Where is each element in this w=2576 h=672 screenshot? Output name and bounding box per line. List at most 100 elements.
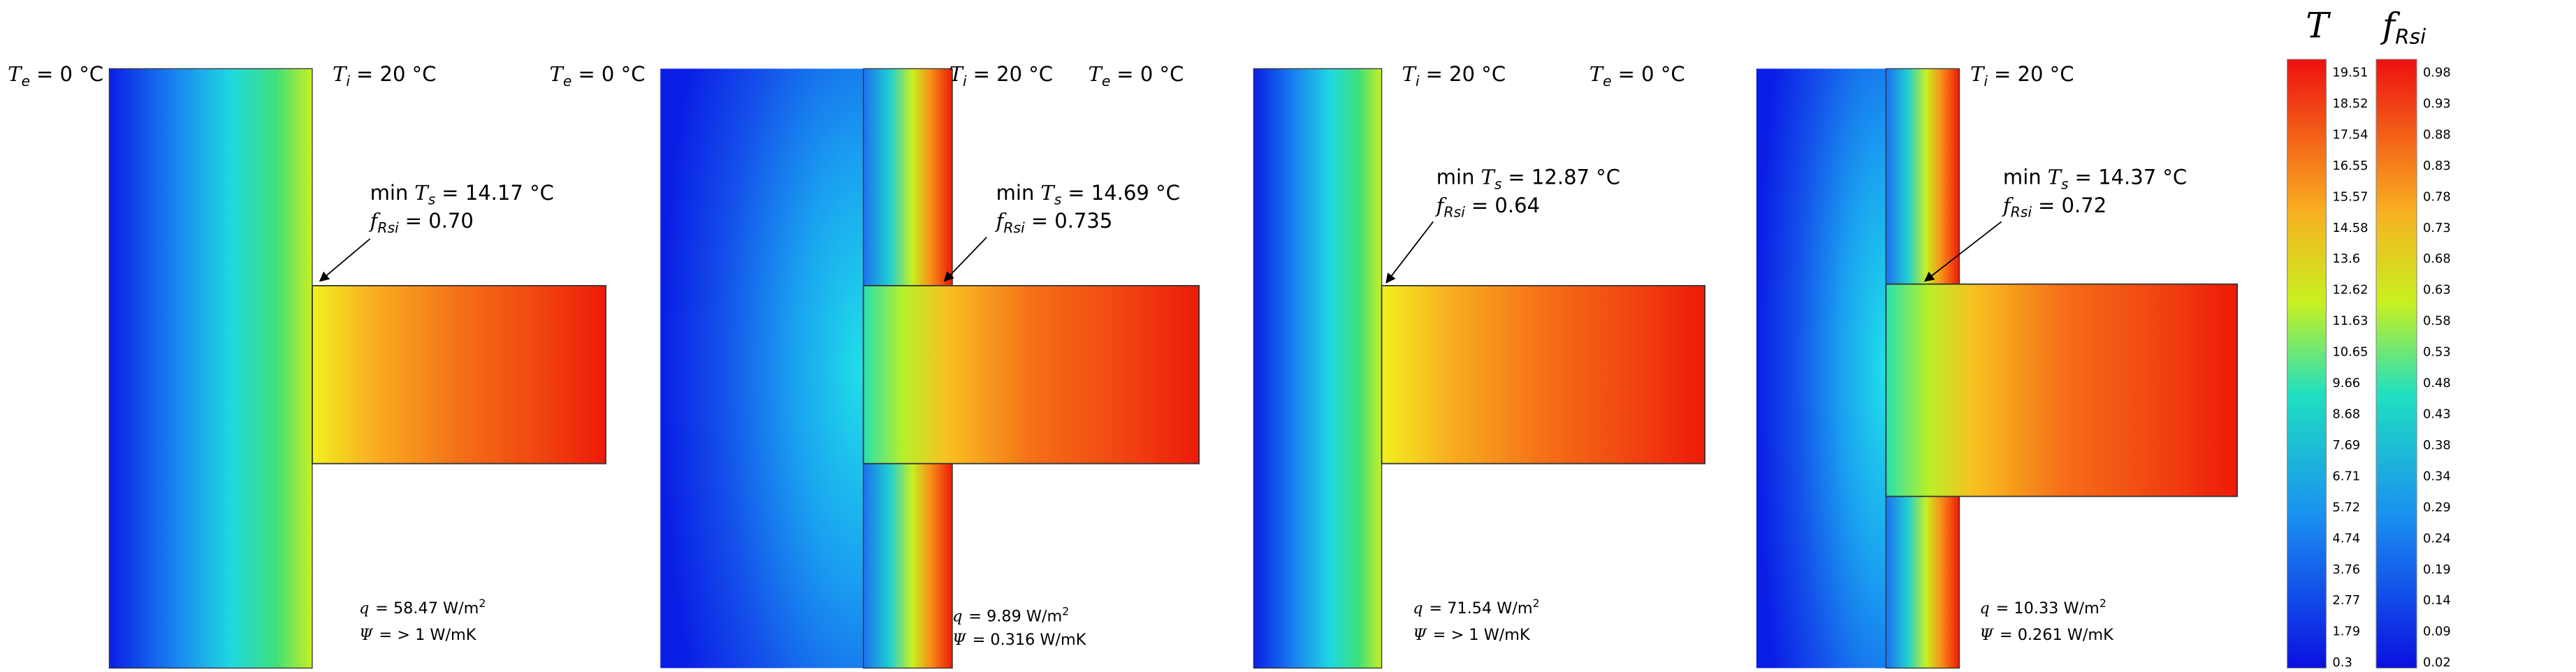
label-part: = > 1 W/mK xyxy=(1433,626,1531,644)
arrow xyxy=(1923,221,2002,282)
label-part: = 0 °C xyxy=(578,62,645,86)
colorbar-label: 17.54 xyxy=(2332,127,2368,142)
colorbar-label: 6.71 xyxy=(2332,469,2360,483)
colorbar-label: 11.63 xyxy=(2332,314,2368,328)
label-part: = 12.87 °C xyxy=(1508,166,1620,189)
label-part: min xyxy=(996,181,1035,205)
label-part: T xyxy=(414,181,430,205)
colorbar-label: 0.19 xyxy=(2423,562,2451,577)
label-part: = 0 °C xyxy=(1618,62,1685,86)
label-part: Rsi xyxy=(1003,219,1025,236)
colorbar-label: 0.48 xyxy=(2423,376,2451,390)
label-part: T xyxy=(1589,62,1605,86)
label-part: = 0 °C xyxy=(36,62,103,86)
interior-temperature: Ti = 20 °C xyxy=(333,62,436,89)
colorbar-label: 0.68 xyxy=(2423,251,2451,266)
label-part: s xyxy=(1494,175,1502,192)
label-part: = 10.33 W/m xyxy=(1996,599,2100,618)
arrow xyxy=(943,237,987,282)
psi-value: Ψ = 0.261 W/mK xyxy=(1979,626,2114,644)
colorbar-label: 0.38 xyxy=(2423,438,2451,453)
label-part: T xyxy=(8,62,23,86)
label-part: q xyxy=(359,599,369,618)
colorbar-label: 8.68 xyxy=(2332,407,2360,422)
heat-flow: q = 10.33 W/m2 xyxy=(1979,597,2106,618)
label-part: = 14.37 °C xyxy=(2075,166,2188,189)
slab xyxy=(1381,285,1706,465)
label-part: 2 xyxy=(479,597,486,610)
colorbar-title: T xyxy=(2306,6,2331,46)
label-part: T xyxy=(1970,62,1986,86)
wall xyxy=(108,68,313,669)
label-part: q xyxy=(1413,599,1422,618)
colorbar-label: 7.69 xyxy=(2332,438,2360,453)
colorbar-label: 0.73 xyxy=(2423,221,2451,235)
arrow xyxy=(319,238,371,282)
colorbar-label: 0.88 xyxy=(2423,127,2451,142)
colorbar-label: 2.77 xyxy=(2332,593,2360,608)
frsi-value: fRsi = 0.735 xyxy=(995,209,1113,236)
slab xyxy=(862,285,1200,465)
label-part: T xyxy=(949,62,965,86)
interior-temperature: Ti = 20 °C xyxy=(1402,62,1506,89)
label-part: 2 xyxy=(2100,597,2106,610)
colorbar-label: 0.78 xyxy=(2423,189,2451,204)
colorbar-label: 0.3 xyxy=(2332,655,2352,670)
colorbar-label: 0.63 xyxy=(2423,283,2451,298)
label-part: = 0.72 xyxy=(2038,193,2106,217)
min-surface-temperature: min Ts = 14.37 °C xyxy=(2003,166,2187,193)
colorbar-label: 15.57 xyxy=(2332,189,2368,204)
heat-flow: q = 71.54 W/m2 xyxy=(1413,597,1539,618)
colorbar-label: 0.58 xyxy=(2423,314,2451,328)
label-part: Ψ xyxy=(359,626,374,644)
min-surface-temperature: min Ts = 12.87 °C xyxy=(1436,166,1620,193)
colorbar-label: 12.62 xyxy=(2332,283,2368,298)
label-part: min xyxy=(1436,166,1475,189)
exterior-temperature: Te = 0 °C xyxy=(8,62,103,89)
label-part: q xyxy=(1979,599,1989,618)
frsi-value: fRsi = 0.70 xyxy=(369,209,474,236)
colorbar-label: 18.52 xyxy=(2332,96,2368,111)
insulation xyxy=(1756,68,1886,669)
colorbar xyxy=(2287,59,2327,669)
colorbar-label: 14.58 xyxy=(2332,221,2368,235)
heat-flow: q = 58.47 W/m2 xyxy=(359,597,486,618)
label-part: i xyxy=(1984,73,1988,89)
colorbar-label: 0.34 xyxy=(2423,469,2451,483)
label-part: = 20 °C xyxy=(1994,62,2074,86)
colorbar-label: 4.74 xyxy=(2332,531,2360,546)
label-part: e xyxy=(1102,73,1111,89)
label-part: = 0 °C xyxy=(1116,62,1184,86)
label-part: = 20 °C xyxy=(973,62,1054,86)
min-surface-temperature: min Ts = 14.17 °C xyxy=(370,181,554,208)
label-part: = 9.89 W/m xyxy=(968,607,1062,625)
label-part: q xyxy=(952,607,962,625)
label-part: s xyxy=(428,191,436,208)
colorbar xyxy=(2375,59,2417,669)
colorbar-label: 5.72 xyxy=(2332,500,2360,515)
insulation xyxy=(660,68,864,669)
label-part: s xyxy=(2061,175,2069,192)
colorbar-label: 0.53 xyxy=(2423,345,2451,360)
label-part: = 0.70 xyxy=(405,209,474,233)
colorbar-label: 0.98 xyxy=(2423,66,2451,80)
label-part: 2 xyxy=(1533,597,1540,610)
label-part: e xyxy=(1603,73,1612,89)
label-part: T xyxy=(333,62,348,86)
colorbar-label: 16.55 xyxy=(2332,159,2368,173)
arrow xyxy=(1385,221,1434,284)
label-part: Rsi xyxy=(377,219,399,236)
min-surface-temperature: min Ts = 14.69 °C xyxy=(996,181,1180,208)
label-part: Ψ xyxy=(952,631,967,649)
label-part: = 71.54 W/m xyxy=(1429,599,1532,618)
label-part: Rsi xyxy=(2011,204,2032,221)
label-part: min xyxy=(370,181,409,205)
label-part: T xyxy=(1088,62,1103,86)
label-part: = 0.735 xyxy=(1031,209,1113,233)
colorbar-title: fRsi xyxy=(2380,6,2426,49)
label-part: Ψ xyxy=(1413,626,1427,644)
label-part: T xyxy=(1040,181,1056,205)
slab xyxy=(1885,283,2238,497)
colorbar-label: 0.24 xyxy=(2423,531,2451,546)
